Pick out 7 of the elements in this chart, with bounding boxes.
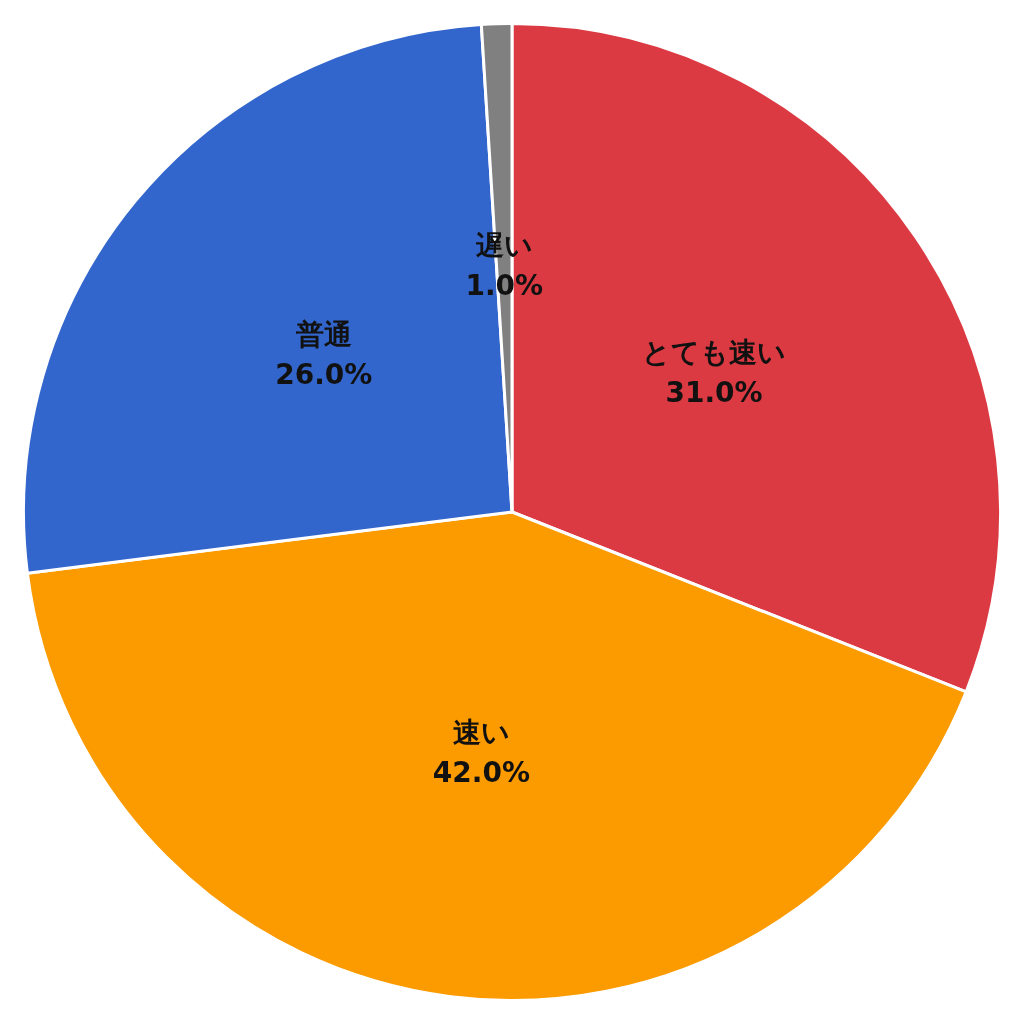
data-label: 1.0%	[465, 269, 544, 303]
slice-label: 普通	[294, 317, 352, 351]
slice-label: とても速い	[642, 335, 787, 369]
slice-label: 速い	[452, 715, 510, 749]
data-label: 26.0%	[275, 357, 373, 391]
data-label: 42.0%	[432, 755, 530, 789]
data-label: 31.0%	[665, 375, 763, 409]
